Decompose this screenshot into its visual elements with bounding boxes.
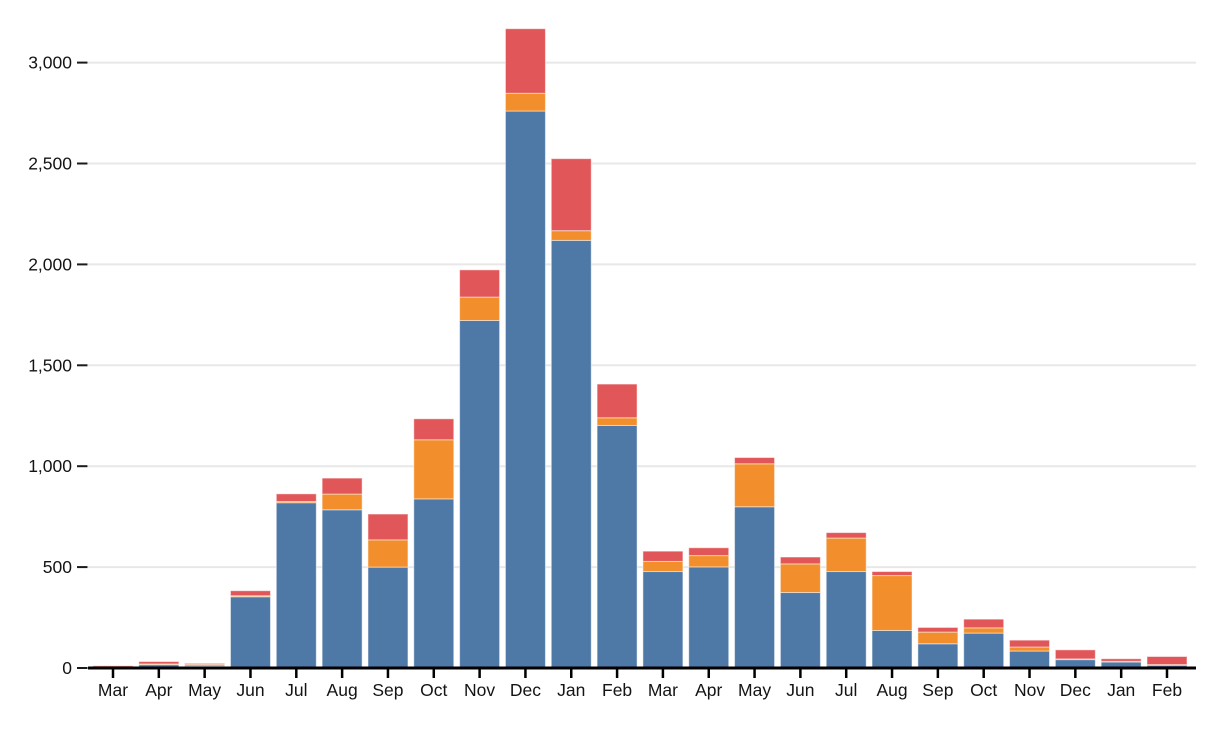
x-tick-label: Sep bbox=[372, 680, 403, 700]
bar-segment-blue[interactable] bbox=[550, 239, 592, 669]
x-tick-label: Sep bbox=[922, 680, 953, 700]
x-tick-label: Feb bbox=[1152, 680, 1182, 700]
x-tick-label: Dec bbox=[510, 680, 541, 700]
x-tick-label: Aug bbox=[327, 680, 358, 700]
bar-segment-orange[interactable] bbox=[504, 92, 546, 112]
bar-segment-orange[interactable] bbox=[596, 417, 638, 426]
bar-segment-blue[interactable] bbox=[321, 509, 363, 669]
bar-segment-red[interactable] bbox=[459, 269, 501, 298]
bar-segment-red[interactable] bbox=[367, 513, 409, 541]
bar-segment-orange[interactable] bbox=[825, 537, 867, 573]
bar-segment-blue[interactable] bbox=[871, 629, 913, 669]
bar-segment-blue[interactable] bbox=[275, 502, 317, 669]
x-tick-label: Dec bbox=[1060, 680, 1091, 700]
bar-segment-blue[interactable] bbox=[734, 506, 776, 669]
x-tick-label: May bbox=[738, 680, 771, 700]
bar-segment-blue[interactable] bbox=[367, 566, 409, 669]
bar-segment-orange[interactable] bbox=[963, 627, 1005, 634]
bar-segment-red[interactable] bbox=[825, 532, 867, 539]
bar-segment-blue[interactable] bbox=[917, 643, 959, 669]
x-tick-label: Oct bbox=[420, 680, 447, 700]
x-tick-label: Mar bbox=[98, 680, 128, 700]
bar-segment-orange[interactable] bbox=[642, 560, 684, 573]
bar-segment-red[interactable] bbox=[642, 550, 684, 562]
x-tick-label: Apr bbox=[695, 680, 722, 700]
x-tick-label: Nov bbox=[464, 680, 495, 700]
bar-segment-orange[interactable] bbox=[688, 555, 730, 568]
bar-segment-red[interactable] bbox=[917, 626, 959, 633]
bar-segment-red[interactable] bbox=[504, 28, 546, 94]
bar-segment-red[interactable] bbox=[779, 556, 821, 565]
bar-segment-blue[interactable] bbox=[1009, 650, 1051, 669]
bar-segment-orange[interactable] bbox=[871, 575, 913, 631]
bar-segment-orange[interactable] bbox=[1009, 646, 1051, 652]
bar-segment-orange[interactable] bbox=[779, 563, 821, 594]
bar-segment-red[interactable] bbox=[871, 571, 913, 577]
x-tick-label: Nov bbox=[1014, 680, 1045, 700]
bar-segment-blue[interactable] bbox=[963, 632, 1005, 669]
bar-segment-red[interactable] bbox=[1009, 639, 1051, 648]
bar-segment-red[interactable] bbox=[550, 158, 592, 232]
y-tick-label: 1,500 bbox=[28, 355, 72, 375]
x-tick-label: Jan bbox=[1107, 680, 1135, 700]
y-tick-label: 3,000 bbox=[28, 53, 72, 73]
y-tick-label: 2,500 bbox=[28, 154, 72, 174]
y-tick-label: 2,000 bbox=[28, 254, 72, 274]
bar-segment-blue[interactable] bbox=[825, 571, 867, 669]
bar-segment-red[interactable] bbox=[1054, 649, 1096, 660]
bar-segment-blue[interactable] bbox=[459, 320, 501, 669]
y-tick-label: 0 bbox=[62, 658, 72, 678]
bar-segment-red[interactable] bbox=[734, 457, 776, 465]
bar-segment-blue[interactable] bbox=[779, 592, 821, 669]
bar-segment-orange[interactable] bbox=[321, 493, 363, 511]
x-tick-label: Oct bbox=[970, 680, 997, 700]
bar-segment-orange[interactable] bbox=[734, 463, 776, 508]
x-tick-label: Feb bbox=[602, 680, 632, 700]
x-tick-label: Jun bbox=[786, 680, 814, 700]
x-tick-label: May bbox=[188, 680, 221, 700]
x-tick-label: Aug bbox=[876, 680, 907, 700]
bar-segment-red[interactable] bbox=[413, 418, 455, 441]
bar-segment-red[interactable] bbox=[275, 493, 317, 503]
y-tick-label: 500 bbox=[43, 557, 72, 577]
bar-segment-red[interactable] bbox=[229, 590, 271, 597]
x-tick-label: Jan bbox=[557, 680, 585, 700]
bar-segment-red[interactable] bbox=[138, 661, 180, 665]
bar-segment-blue[interactable] bbox=[642, 571, 684, 669]
bar-segment-blue[interactable] bbox=[688, 566, 730, 669]
x-tick-label: Apr bbox=[145, 680, 172, 700]
x-tick-label: Jun bbox=[236, 680, 264, 700]
bar-segment-blue[interactable] bbox=[504, 110, 546, 669]
bar-segment-orange[interactable] bbox=[459, 296, 501, 321]
bar-segment-orange[interactable] bbox=[413, 439, 455, 500]
bar-segment-blue[interactable] bbox=[229, 596, 271, 669]
bar-segment-red[interactable] bbox=[1100, 658, 1142, 662]
bar-segment-orange[interactable] bbox=[550, 230, 592, 241]
bar-segment-red[interactable] bbox=[596, 383, 638, 419]
bar-segment-red[interactable] bbox=[1146, 656, 1188, 666]
bar-segment-blue[interactable] bbox=[596, 424, 638, 669]
bar-segment-blue[interactable] bbox=[413, 498, 455, 669]
bar-segment-orange[interactable] bbox=[917, 631, 959, 645]
bar-segment-orange[interactable] bbox=[367, 539, 409, 568]
y-tick-label: 1,000 bbox=[28, 456, 72, 476]
x-tick-label: Jul bbox=[285, 680, 307, 700]
bar-segment-red[interactable] bbox=[184, 662, 226, 665]
bar-segment-red[interactable] bbox=[688, 547, 730, 557]
x-tick-label: Jul bbox=[835, 680, 857, 700]
x-tick-label: Mar bbox=[648, 680, 678, 700]
bar-segment-red[interactable] bbox=[963, 618, 1005, 629]
bar-segment-red[interactable] bbox=[321, 477, 363, 495]
